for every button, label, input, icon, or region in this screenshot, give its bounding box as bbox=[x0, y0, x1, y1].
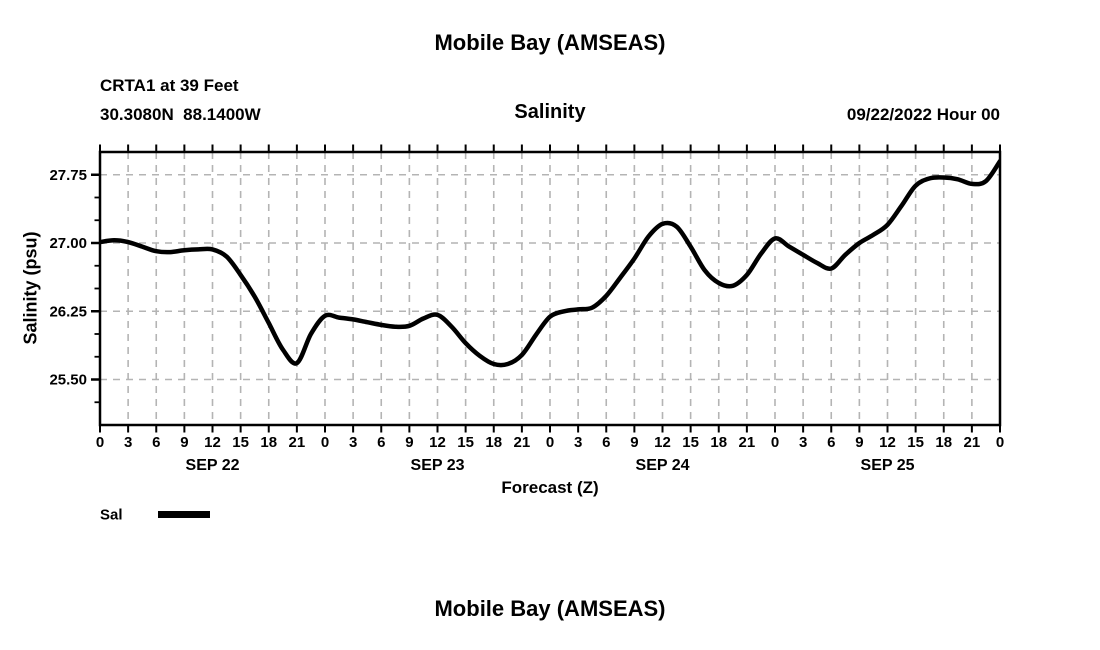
x-tick-label: 18 bbox=[935, 434, 952, 451]
x-tick-label: 18 bbox=[485, 434, 502, 451]
x-tick-label: 0 bbox=[96, 434, 104, 451]
forecast-datetime: 09/22/2022 Hour 00 bbox=[846, 105, 1000, 124]
x-tick-label: 9 bbox=[855, 434, 863, 451]
x-tick-label: 18 bbox=[260, 434, 277, 451]
y-tick-label: 27.00 bbox=[49, 235, 87, 252]
x-tick-label: 6 bbox=[602, 434, 610, 451]
x-tick-label: 9 bbox=[405, 434, 413, 451]
x-tick-label: 12 bbox=[429, 434, 446, 451]
x-tick-label: 12 bbox=[654, 434, 671, 451]
legend-line-swatch bbox=[157, 511, 210, 519]
station-coordinates: 30.3080N 88.1400W bbox=[100, 105, 261, 124]
x-tick-label: 0 bbox=[321, 434, 329, 451]
series-line-sal bbox=[100, 158, 1000, 368]
x-tick-label: 3 bbox=[799, 434, 807, 451]
legend-series-label: Sal bbox=[100, 506, 123, 524]
x-tick-label: 3 bbox=[124, 434, 132, 451]
x-tick-label: 3 bbox=[574, 434, 582, 451]
figure-title-bottom: Mobile Bay (AMSEAS) bbox=[434, 596, 666, 621]
x-tick-label: 3 bbox=[349, 434, 357, 451]
x-tick-label: 15 bbox=[457, 434, 474, 451]
x-tick-label: 0 bbox=[771, 434, 779, 451]
x-tick-label: 21 bbox=[739, 434, 756, 451]
station-name: CRTA1 at 39 Feet bbox=[100, 76, 239, 95]
x-tick-label: 15 bbox=[682, 434, 699, 451]
x-tick-label: 12 bbox=[204, 434, 221, 451]
x-day-label: SEP 24 bbox=[636, 457, 690, 474]
x-tick-label: 6 bbox=[152, 434, 160, 451]
y-tick-label: 27.75 bbox=[49, 167, 87, 184]
x-tick-label: 21 bbox=[514, 434, 531, 451]
x-tick-label: 9 bbox=[180, 434, 188, 451]
x-day-label: SEP 25 bbox=[861, 457, 915, 474]
x-tick-label: 21 bbox=[289, 434, 306, 451]
x-day-label: SEP 23 bbox=[411, 457, 465, 474]
x-tick-label: 15 bbox=[232, 434, 249, 451]
x-tick-label: 21 bbox=[964, 434, 981, 451]
figure-title-top: Mobile Bay (AMSEAS) bbox=[434, 30, 666, 55]
x-tick-label: 0 bbox=[546, 434, 554, 451]
x-tick-label: 18 bbox=[710, 434, 727, 451]
x-tick-label: 6 bbox=[377, 434, 385, 451]
x-tick-label: 9 bbox=[630, 434, 638, 451]
y-tick-label: 26.25 bbox=[49, 303, 87, 320]
x-day-label: SEP 22 bbox=[186, 457, 240, 474]
x-tick-label: 15 bbox=[907, 434, 924, 451]
y-tick-label: 25.50 bbox=[49, 372, 87, 389]
x-tick-label: 6 bbox=[827, 434, 835, 451]
legend: Sal bbox=[100, 506, 210, 524]
x-tick-label: 0 bbox=[996, 434, 1004, 451]
chart-title: Salinity bbox=[514, 101, 586, 123]
x-axis-title: Forecast (Z) bbox=[501, 478, 599, 497]
x-tick-label: 12 bbox=[879, 434, 896, 451]
